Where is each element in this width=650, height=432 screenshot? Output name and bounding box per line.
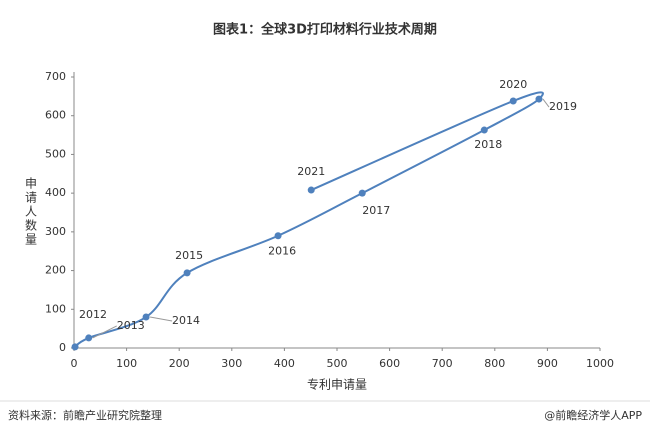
y-tick-label: 0 <box>59 341 66 354</box>
x-tick-label: 800 <box>484 357 505 370</box>
x-tick-label: 900 <box>537 357 558 370</box>
x-tick-label: 300 <box>221 357 242 370</box>
point-label: 2021 <box>297 165 325 178</box>
point <box>535 96 542 103</box>
chart-title: 图表1：全球3D打印材料行业技术周期 <box>213 22 437 38</box>
chart: 图表1：全球3D打印材料行业技术周期 专利申请量 申请人数量 资料来源：前瞻产业… <box>0 0 650 432</box>
point-label: 2016 <box>268 245 296 258</box>
point <box>481 127 488 134</box>
y-tick-label: 500 <box>45 147 66 160</box>
y-axis-label: 申请人数量 <box>24 177 38 247</box>
source-note: 资料来源：前瞻产业研究院整理 <box>8 408 162 422</box>
point <box>143 314 150 321</box>
x-tick-label: 1000 <box>586 357 614 370</box>
y-tick-label: 600 <box>45 109 66 122</box>
point-label: 2017 <box>362 204 390 217</box>
leader-line <box>93 326 117 338</box>
x-axis-label: 专利申请量 <box>307 377 367 392</box>
x-tick-label: 500 <box>327 357 348 370</box>
y-tick-label: 100 <box>45 302 66 315</box>
x-tick-label: 700 <box>432 357 453 370</box>
x-tick-label: 400 <box>274 357 295 370</box>
point <box>308 187 315 194</box>
x-tick-label: 600 <box>379 357 400 370</box>
point <box>72 343 79 350</box>
point-label: 2018 <box>474 138 502 151</box>
point <box>275 232 282 239</box>
point-label: 2020 <box>499 78 527 91</box>
x-tick-label: 200 <box>169 357 190 370</box>
point-label: 2015 <box>175 249 203 262</box>
point <box>184 269 191 276</box>
point <box>359 190 366 197</box>
point <box>510 98 517 105</box>
point <box>85 334 92 341</box>
x-tick-label: 0 <box>71 357 78 370</box>
point-label: 2019 <box>549 100 577 113</box>
point-label: 2014 <box>172 314 200 327</box>
x-tick-label: 100 <box>116 357 137 370</box>
point-label: 2012 <box>79 308 107 321</box>
y-tick-label: 700 <box>45 70 66 83</box>
y-tick-label: 300 <box>45 225 66 238</box>
point-label: 2013 <box>117 319 145 332</box>
leader-line <box>150 317 172 321</box>
y-tick-label: 400 <box>45 186 66 199</box>
brand: @前瞻经济学人APP <box>544 408 642 422</box>
y-tick-label: 200 <box>45 264 66 277</box>
line <box>75 92 543 346</box>
